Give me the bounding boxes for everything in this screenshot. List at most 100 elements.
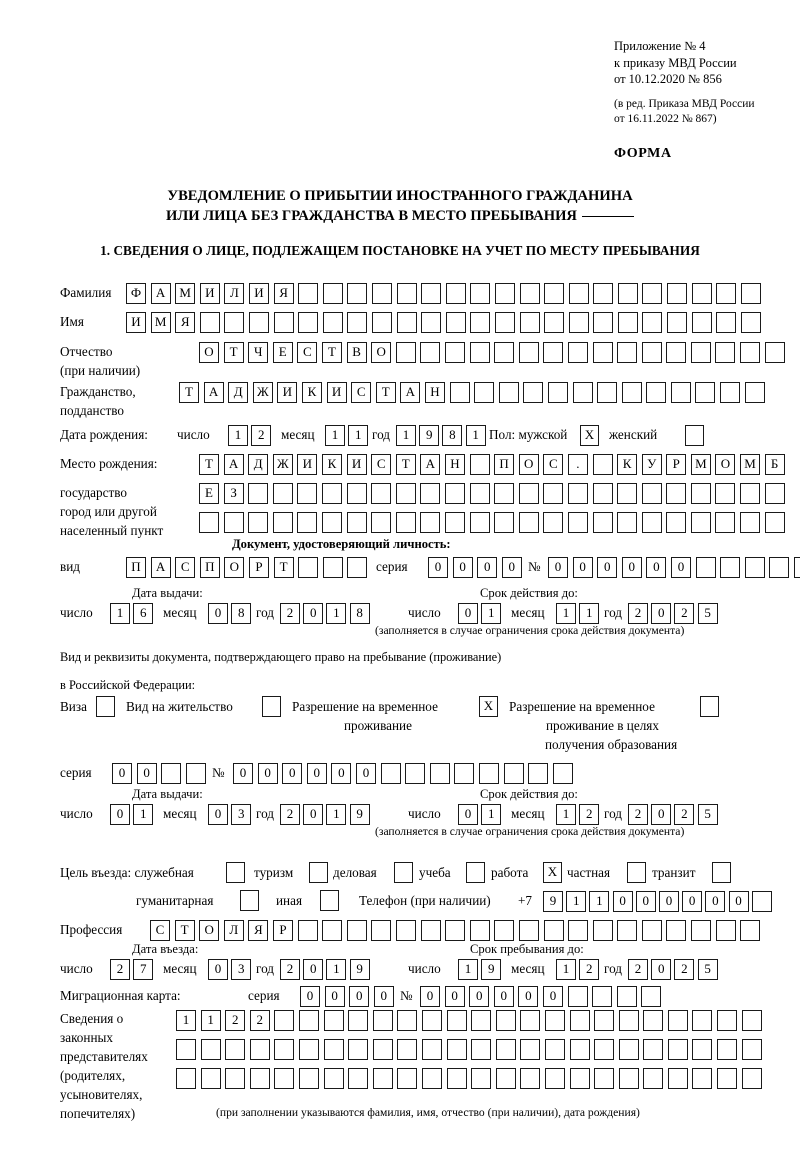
char-cell[interactable]: 9 [481,959,502,980]
char-cell[interactable] [690,342,711,363]
char-cell[interactable] [380,763,401,784]
char-cell[interactable] [421,283,442,304]
char-cell[interactable]: 1 [228,425,248,446]
char-cell[interactable]: 0 [324,986,345,1007]
char-cell[interactable] [569,1039,590,1060]
char-cell[interactable] [741,1039,762,1060]
char-cell[interactable]: 0 [651,959,672,980]
char-cell[interactable] [695,382,716,403]
char-cell[interactable]: 0 [208,603,228,624]
char-cell[interactable]: 0 [303,603,324,624]
char-cell[interactable] [618,1068,639,1089]
char-cell[interactable] [321,512,342,533]
char-cell[interactable] [793,557,800,578]
char-cell[interactable] [667,283,688,304]
char-cell[interactable] [692,1039,713,1060]
char-cell[interactable] [371,312,392,333]
char-cell[interactable]: И [248,283,269,304]
char-cell[interactable]: Л [224,283,245,304]
char-cell[interactable]: К [321,454,342,475]
char-cell[interactable] [323,1068,344,1089]
char-cell[interactable] [592,512,613,533]
char-cell[interactable] [429,763,450,784]
char-cell[interactable]: 0 [303,959,324,980]
char-cell[interactable] [715,342,736,363]
char-cell[interactable] [185,763,206,784]
char-cell[interactable]: А [203,382,224,403]
char-cell[interactable]: Д [248,454,269,475]
char-cell[interactable]: Я [273,283,294,304]
char-cell[interactable] [641,920,662,941]
char-cell[interactable] [323,1010,344,1031]
char-cell[interactable] [297,920,318,941]
char-cell[interactable] [690,483,711,504]
char-cell[interactable]: 2 [674,804,695,825]
char-cell[interactable]: 2 [280,959,300,980]
purpose-official-checkbox[interactable] [226,862,245,883]
char-cell[interactable]: И [277,382,298,403]
char-cell[interactable]: 0 [303,804,324,825]
char-cell[interactable]: 2 [249,1010,270,1031]
char-cell[interactable] [543,483,564,504]
permit-visa-checkbox[interactable] [96,696,115,717]
char-cell[interactable]: 8 [442,425,463,446]
char-cell[interactable] [298,312,319,333]
char-cell[interactable]: 0 [651,804,672,825]
char-cell[interactable]: 1 [481,804,502,825]
char-cell[interactable] [769,557,790,578]
char-cell[interactable]: 0 [112,763,132,784]
char-cell[interactable] [298,283,319,304]
purpose-business-checkbox[interactable] [394,862,413,883]
char-cell[interactable]: 1 [326,804,347,825]
char-cell[interactable]: 0 [458,804,478,825]
permit-education-checkbox[interactable] [700,696,719,717]
char-cell[interactable] [225,1039,246,1060]
char-cell[interactable]: И [297,454,318,475]
char-cell[interactable]: 8 [231,603,252,624]
char-cell[interactable] [518,342,539,363]
char-cell[interactable] [348,1068,369,1089]
char-cell[interactable] [161,763,182,784]
char-cell[interactable] [471,1010,492,1031]
char-cell[interactable]: 0 [501,557,522,578]
char-cell[interactable] [494,342,515,363]
char-cell[interactable] [666,483,687,504]
char-cell[interactable] [720,557,741,578]
char-cell[interactable]: 0 [331,763,352,784]
char-cell[interactable]: А [400,382,421,403]
char-cell[interactable]: 0 [458,603,478,624]
char-cell[interactable] [395,512,416,533]
char-cell[interactable] [616,986,637,1007]
char-cell[interactable] [592,342,613,363]
char-cell[interactable] [298,1068,319,1089]
char-cell[interactable]: 0 [452,557,473,578]
char-cell[interactable] [397,1068,418,1089]
char-cell[interactable] [199,312,220,333]
char-cell[interactable] [272,483,293,504]
char-cell[interactable] [593,283,614,304]
char-cell[interactable] [347,283,368,304]
char-cell[interactable] [641,342,662,363]
char-cell[interactable] [618,1039,639,1060]
char-cell[interactable]: 2 [579,804,600,825]
char-cell[interactable]: И [326,382,347,403]
char-cell[interactable]: С [371,454,392,475]
char-cell[interactable] [494,483,515,504]
char-cell[interactable]: 1 [579,603,600,624]
char-cell[interactable]: 1 [566,891,587,912]
char-cell[interactable] [666,342,687,363]
char-cell[interactable] [322,557,343,578]
char-cell[interactable] [494,312,515,333]
char-cell[interactable]: 0 [444,986,465,1007]
char-cell[interactable] [592,986,613,1007]
purpose-other-checkbox[interactable] [320,890,339,911]
char-cell[interactable]: 0 [282,763,303,784]
char-cell[interactable]: Ф [126,283,146,304]
